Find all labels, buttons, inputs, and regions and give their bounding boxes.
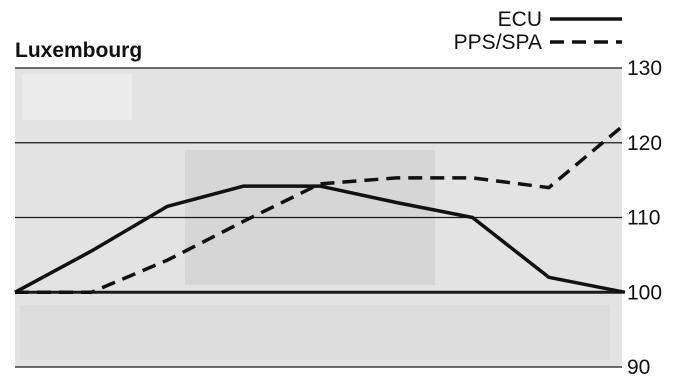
series-lines — [14, 122, 627, 295]
y-tick-label-100: 100 — [627, 281, 662, 304]
y-tick-labels: 90 100 110 120 130 — [627, 57, 662, 379]
y-tick-label-130: 130 — [627, 57, 662, 80]
chart-title: Luxembourg — [15, 39, 142, 62]
y-tick-label-120: 120 — [627, 132, 662, 155]
plot-texture-bottom — [20, 305, 610, 360]
grid — [15, 67, 622, 368]
series-line-1 — [14, 184, 626, 295]
legend-label-2: PPS/SPA — [454, 31, 542, 54]
series-line-2 — [15, 122, 627, 295]
legend-label-1: ECU — [498, 8, 542, 31]
plot-texture-left — [22, 74, 132, 120]
y-tick-label-110: 110 — [627, 207, 660, 230]
y-tick-label-90: 90 — [627, 356, 650, 379]
